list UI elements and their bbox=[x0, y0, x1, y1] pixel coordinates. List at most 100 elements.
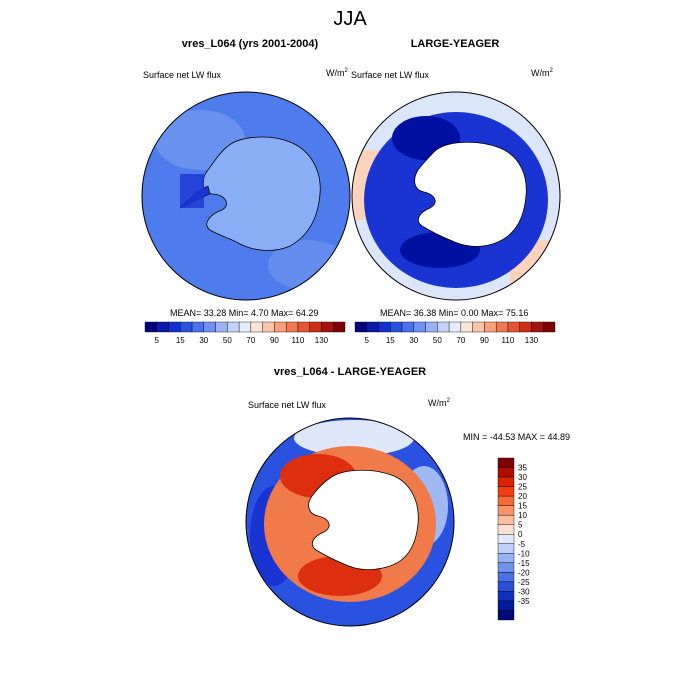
colorbar-tick-label: 15 bbox=[176, 336, 185, 345]
colorbar-swatch bbox=[333, 321, 346, 333]
colorbar-swatch bbox=[497, 572, 515, 583]
colorbar-swatch bbox=[497, 610, 515, 621]
colorbar-swatch bbox=[366, 321, 379, 333]
colorbar-swatch bbox=[262, 321, 275, 333]
colorbar-tick-label: 15 bbox=[386, 336, 395, 345]
colorbar-tick-label: 0 bbox=[518, 530, 523, 539]
colorbar-swatch bbox=[497, 486, 515, 497]
panel-3-stats: MIN = -44.53 MAX = 44.89 bbox=[463, 432, 571, 442]
colorbar-tick-label: -25 bbox=[518, 578, 530, 587]
colorbar-swatch bbox=[497, 495, 515, 506]
colorbar-swatch bbox=[250, 321, 263, 333]
colorbar-swatch bbox=[448, 321, 462, 333]
colorbar-tick-label: 110 bbox=[502, 336, 515, 345]
colorbar-swatch bbox=[497, 467, 515, 478]
panel-1-map-border bbox=[141, 91, 351, 301]
colorbar-tick-label: 30 bbox=[199, 336, 208, 345]
colorbar-swatch bbox=[484, 321, 497, 333]
colorbar-swatch bbox=[354, 321, 367, 333]
colorbar-swatch bbox=[401, 321, 415, 333]
colorbar-tick-label: 90 bbox=[480, 336, 489, 345]
colorbar-tick-label: 50 bbox=[433, 336, 442, 345]
colorbar-swatch bbox=[238, 321, 252, 333]
colorbar-swatch bbox=[472, 321, 485, 333]
panel-2-units: W/m2 bbox=[531, 68, 553, 78]
colorbar-tick-label: 5 bbox=[365, 336, 370, 345]
colorbar-swatch bbox=[507, 321, 520, 333]
colorbar-swatch bbox=[180, 321, 193, 333]
panel-2-variable: Surface net LW flux bbox=[351, 70, 429, 80]
colorbar-swatch bbox=[215, 321, 228, 333]
colorbar-swatch bbox=[309, 321, 322, 333]
colorbar-swatch bbox=[497, 524, 515, 535]
panel-1-units: W/m2 bbox=[326, 68, 348, 78]
colorbar-tick-label: 130 bbox=[525, 336, 539, 345]
panel-1-antarctica bbox=[202, 136, 321, 251]
colorbar-2: 5 15 30 50 70 90 110 130 bbox=[354, 321, 556, 345]
colorbar-tick-label: -5 bbox=[518, 540, 526, 549]
colorbar-swatch bbox=[497, 505, 515, 516]
panel-2-stats: MEAN= 36.38 Min= 0.00 Max= 75.16 bbox=[380, 308, 529, 318]
colorbar-swatch bbox=[460, 321, 473, 333]
panel-3-title: vres_L064 - LARGE-YEAGER bbox=[273, 366, 427, 378]
colorbar-swatch bbox=[497, 562, 515, 573]
colorbar-tick-label: 20 bbox=[518, 492, 527, 501]
colorbar-swatch bbox=[497, 534, 515, 544]
colorbar-swatch bbox=[495, 321, 509, 333]
colorbar-swatch bbox=[203, 321, 216, 333]
colorbar-swatch bbox=[437, 321, 450, 333]
colorbar-swatch bbox=[144, 321, 157, 333]
colorbar-swatch bbox=[531, 321, 544, 333]
panel-1-map bbox=[141, 91, 351, 301]
panel-3-antarctica bbox=[308, 469, 419, 570]
colorbar-swatch bbox=[497, 553, 515, 564]
panel-3-variable: Surface net LW flux bbox=[248, 400, 326, 410]
colorbar-swatch bbox=[497, 543, 515, 554]
colorbar-tick-label: 5 bbox=[155, 336, 160, 345]
colorbar-tick-label: 10 bbox=[518, 511, 527, 520]
colorbar-swatch bbox=[378, 321, 391, 333]
colorbar-tick-label: 30 bbox=[409, 336, 418, 345]
colorbar-tick-label: -35 bbox=[518, 597, 530, 606]
panel-3-map bbox=[245, 417, 455, 627]
colorbar-tick-label: 130 bbox=[315, 336, 329, 345]
colorbar-tick-label: 35 bbox=[518, 464, 527, 473]
figure-title: JJA bbox=[333, 8, 367, 30]
panel-2-antarctica bbox=[414, 141, 527, 247]
colorbar-tick-label: -20 bbox=[518, 568, 530, 577]
colorbar-tick-label: 50 bbox=[223, 336, 232, 345]
colorbar-swatch bbox=[497, 591, 515, 602]
colorbar-swatch bbox=[497, 581, 515, 592]
colorbar-tick-label: 5 bbox=[518, 521, 523, 530]
colorbar-swatch bbox=[297, 321, 310, 333]
colorbar-swatch bbox=[227, 321, 240, 333]
colorbar-tick-label: -10 bbox=[518, 549, 530, 558]
colorbar-swatch bbox=[390, 321, 403, 333]
colorbar-tick-label: 70 bbox=[246, 336, 255, 345]
colorbar-swatch bbox=[191, 321, 205, 333]
panel-2-map-border bbox=[351, 91, 561, 301]
colorbar-tick-label: 25 bbox=[518, 483, 527, 492]
panel-2-title: LARGE-YEAGER bbox=[410, 38, 500, 50]
colorbar-swatch bbox=[519, 321, 532, 333]
colorbar-tick-label: 110 bbox=[292, 336, 305, 345]
colorbar-tick-label: -15 bbox=[518, 559, 530, 568]
panel-3-neutral-patch bbox=[294, 420, 414, 456]
colorbar-swatch bbox=[425, 321, 438, 333]
colorbar-swatch bbox=[543, 321, 556, 333]
panel-1-deep-patch bbox=[180, 174, 204, 208]
colorbar-swatch bbox=[321, 321, 334, 333]
panel-2-map bbox=[351, 91, 561, 301]
colorbar-tick-label: 90 bbox=[270, 336, 279, 345]
colorbar-swatch bbox=[497, 457, 515, 468]
colorbar-tick-label: -30 bbox=[518, 587, 530, 596]
panel-1-title: vres_L064 (yrs 2001-2004) bbox=[181, 38, 319, 50]
colorbar-tick-label: 30 bbox=[518, 473, 527, 482]
colorbar-swatch bbox=[274, 321, 287, 333]
panel-3-map-border bbox=[245, 417, 455, 627]
colorbar-swatch bbox=[168, 321, 181, 333]
panel-3-units: W/m2 bbox=[428, 398, 450, 408]
panel-1-stats: MEAN= 33.28 Min= 4.70 Max= 64.29 bbox=[170, 308, 319, 318]
colorbar-tick-label: 70 bbox=[456, 336, 465, 345]
colorbar-swatch bbox=[497, 600, 515, 611]
